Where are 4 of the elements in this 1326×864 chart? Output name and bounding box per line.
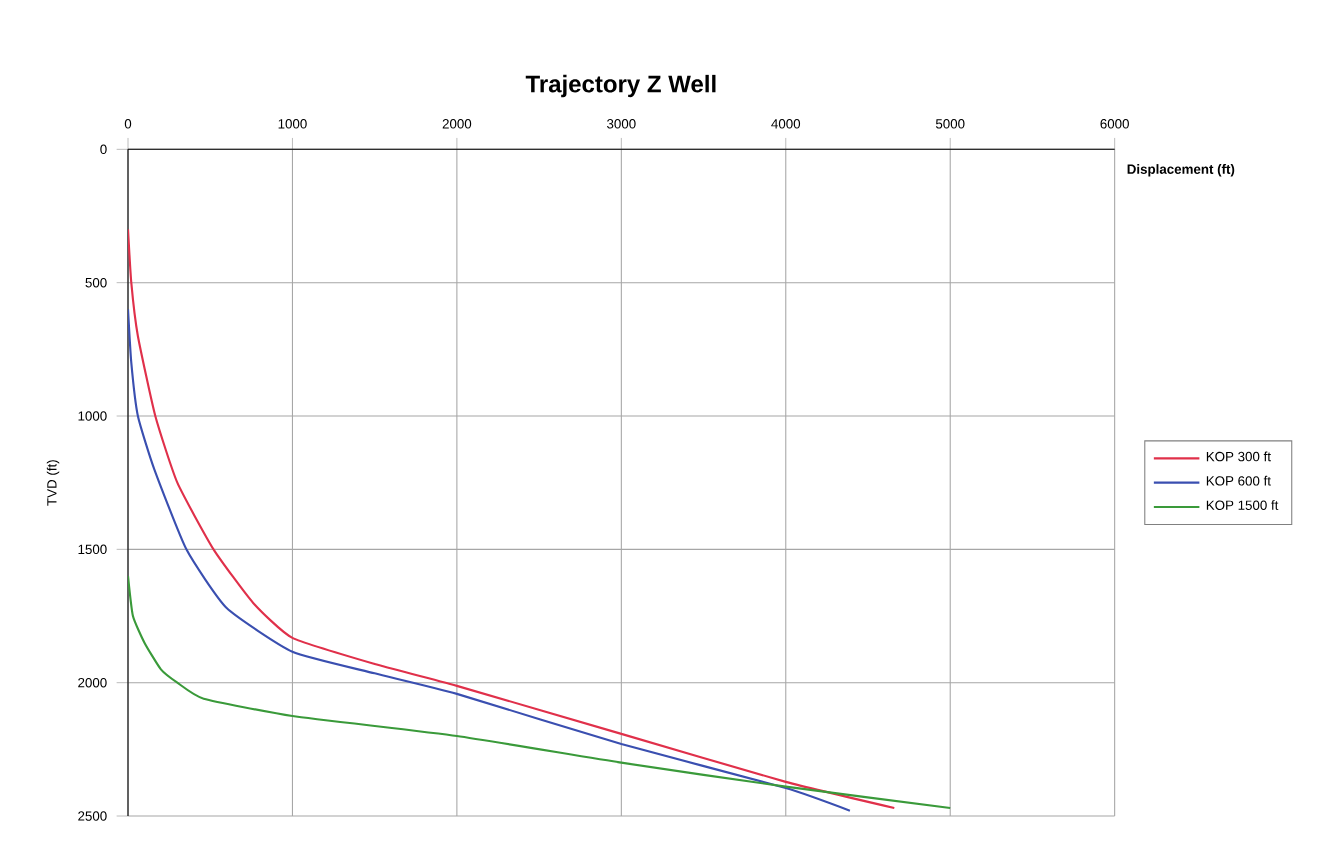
chart-title: Trajectory Z Well: [525, 74, 716, 98]
line-series: [128, 228, 896, 810]
line-series: [128, 308, 851, 812]
line-series: [128, 574, 952, 810]
